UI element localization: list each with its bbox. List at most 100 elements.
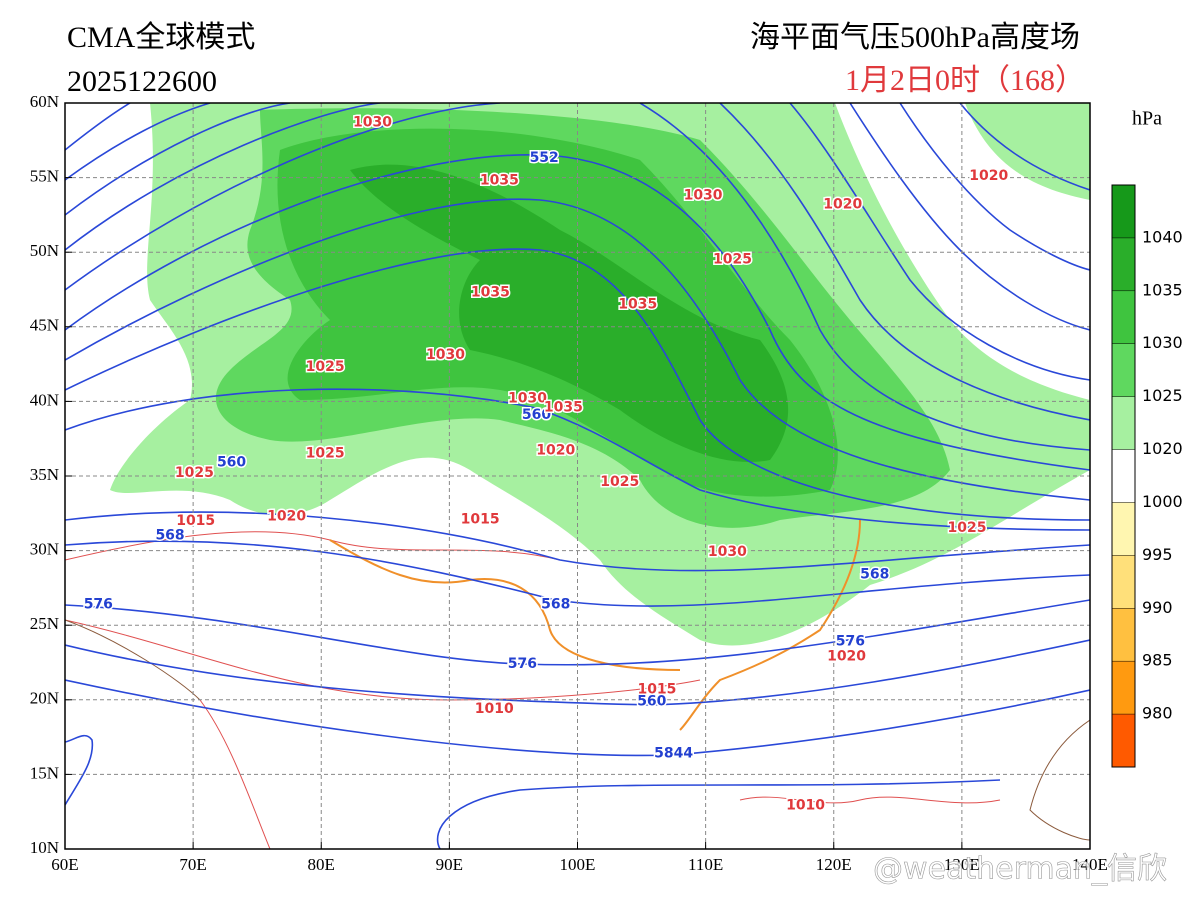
contour-label: 1030 (684, 188, 723, 204)
colorbar-tick-label: 990 (1142, 598, 1173, 617)
colorbar-tick-label: 985 (1142, 651, 1173, 670)
contour-label: 1030 (708, 544, 747, 560)
y-tick-label: 10N (30, 838, 59, 857)
contour-label: 1035 (544, 399, 583, 415)
contour-label: 1025 (306, 446, 345, 462)
colorbar-band (1112, 237, 1135, 292)
map-title: 海平面气压500hPa高度场 (750, 21, 1080, 54)
contour-label: 1025 (713, 252, 752, 268)
y-tick-label: 30N (30, 540, 59, 559)
border (65, 619, 201, 701)
x-tick-label: 100E (560, 855, 596, 874)
x-tick-label: 90E (436, 855, 463, 874)
height-contour (436, 779, 1001, 849)
height-contour (65, 103, 291, 216)
colorbar-tick-label: 980 (1142, 704, 1173, 723)
colorbar-unit: hPa (1132, 108, 1162, 130)
x-tick-label: 60E (51, 855, 78, 874)
fill-1035 (350, 164, 789, 462)
contour-label: 560 (522, 407, 551, 423)
y-tick-label: 40N (30, 390, 59, 409)
height-contour (65, 198, 1090, 501)
colorbar-band (1112, 502, 1135, 556)
coastline (329, 539, 681, 671)
colorbar-tick-label: 1040 (1142, 227, 1183, 246)
height-contour (65, 103, 131, 151)
contour-label: 1025 (175, 465, 214, 481)
coastline (679, 519, 861, 731)
contour-label: 568 (155, 528, 184, 544)
contour-label: 1015 (461, 511, 500, 527)
contour-label: 560 (637, 693, 666, 709)
contour-label: 1035 (471, 284, 510, 300)
contour-label: 1035 (480, 173, 519, 189)
contour-label: 1030 (426, 347, 465, 363)
height-contour (899, 103, 1090, 271)
height-contour (65, 679, 1090, 757)
isobars (65, 531, 1001, 849)
height-contour (65, 154, 1090, 471)
contour-label: 1030 (508, 390, 547, 406)
isobar (199, 699, 271, 849)
colorbar-tick-label: 1020 (1142, 439, 1183, 458)
height-contour (65, 599, 1090, 666)
height-contour (65, 639, 1090, 706)
borders (65, 619, 1090, 841)
colorbar-band (1112, 449, 1135, 503)
height-contour (65, 734, 94, 806)
isobar (65, 531, 561, 561)
height-contour (65, 103, 381, 251)
height-contour (65, 388, 1090, 531)
valid-time: 1月2日0时（168） (845, 64, 1085, 97)
contour-label: 576 (84, 596, 113, 612)
height-contour (65, 248, 1090, 521)
map-layer (65, 103, 1090, 849)
x-tick-label: 120E (816, 855, 852, 874)
y-tick-label: 60N (30, 92, 59, 111)
height-contour (65, 103, 501, 291)
x-tick-label: 110E (688, 855, 723, 874)
height-contour (65, 103, 211, 181)
height-contour (65, 540, 1090, 607)
contour-label: 560 (217, 455, 246, 471)
colorbar-tick-label: 1025 (1142, 386, 1183, 405)
contour-label: 1020 (823, 196, 862, 212)
contour-label: 1010 (475, 701, 514, 717)
colorbar-tick-label: 1000 (1142, 492, 1183, 511)
contour-label: 1020 (827, 649, 866, 665)
contour-label: 5844 (654, 746, 693, 762)
colorbar-frame (1111, 184, 1136, 768)
border (1029, 719, 1090, 841)
x-tick-label: 70E (179, 855, 206, 874)
isobar (739, 796, 1001, 804)
colorbar-band (1112, 714, 1135, 768)
contour-label: 1020 (267, 508, 306, 524)
contour-label: 1015 (176, 513, 215, 529)
contour-label: 1035 (618, 296, 657, 312)
height-contour (849, 103, 1090, 331)
y-tick-label: 55N (30, 167, 59, 186)
y-tick-label: 15N (30, 763, 59, 782)
height-contour (65, 511, 1090, 572)
colorbar-tick-label: 995 (1142, 545, 1173, 564)
contour-label: 568 (860, 566, 889, 582)
colorbar-band (1112, 343, 1135, 398)
contour-label: 576 (508, 656, 537, 672)
colorbar-band (1112, 290, 1135, 345)
init-time: 2025122600 (67, 65, 217, 98)
height-contour (789, 103, 1090, 381)
y-tick-label: 35N (30, 465, 59, 484)
height-contour (959, 103, 1090, 191)
contour-label: 1015 (637, 681, 676, 697)
contour-label: 1025 (600, 474, 639, 490)
axis-layer: 60E 70E 80E 90E 100E 110E 120E 130E 140E 10N 15N 20… (30, 92, 1108, 874)
x-tick-label: 130E (944, 855, 980, 874)
colorbar: hPa 1040 1035 1030 1025 1020 1000 995 990 985 980 (1111, 108, 1183, 768)
height-contour (719, 103, 1090, 421)
contour-label-layer: 1030552103510301020102010251035103510301… (82, 113, 1010, 815)
contour-label: 1020 (969, 168, 1008, 184)
contour-label: 576 (836, 634, 865, 650)
colorbar-band (1112, 608, 1135, 662)
colorbar-band (1112, 396, 1135, 451)
